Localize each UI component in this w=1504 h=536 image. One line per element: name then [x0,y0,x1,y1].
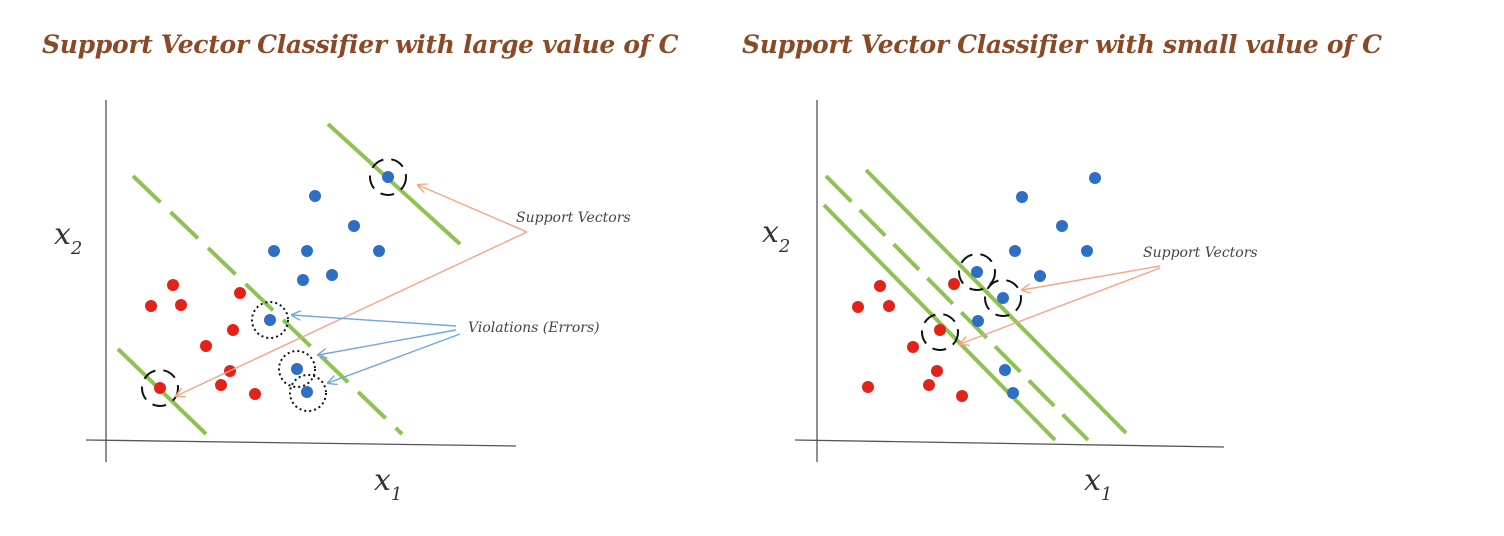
data-point [227,324,239,336]
x-axis-label-right: x1 [1084,463,1112,505]
data-point [175,299,187,311]
panel-small-c: x2 x1 [762,100,1258,505]
data-point [1009,245,1021,257]
data-point [883,300,895,312]
data-point [326,269,338,281]
data-point [291,363,303,375]
violation-arrow-3 [328,333,461,383]
support-vectors-label-right: Support Vectors [1143,245,1258,261]
support-arrow-upper-left [418,185,528,233]
negative-class-points-right [852,278,968,402]
support-vector-ring [984,279,1022,317]
data-point [1007,387,1019,399]
support-vector-ring [958,253,996,291]
upper-margin-line-right [864,168,1128,435]
panel-large-c: x2 x1 [54,100,631,505]
y-axis-label-left: x2 [54,217,82,259]
support-vector-ring [369,158,407,196]
violation-ring [251,301,289,339]
violation-arrow-1 [292,315,457,327]
title-large-c: Support Vector Classifier with large val… [42,30,679,59]
data-point [972,315,984,327]
data-point [301,386,313,398]
negative-class-points-left [145,279,261,400]
violation-arrow-2 [318,329,457,355]
x-axis-label-left: x1 [374,463,402,505]
data-point [1081,245,1093,257]
data-point [999,364,1011,376]
data-point [309,190,321,202]
data-point [907,341,919,353]
data-point [268,245,280,257]
y-axis-label-right: x2 [762,215,790,257]
data-point [1016,191,1028,203]
data-point [234,287,246,299]
x-axis-right [794,439,1225,448]
data-point [301,245,313,257]
data-point [373,245,385,257]
data-point [862,381,874,393]
data-point [215,379,227,391]
positive-class-points-left [264,171,394,398]
data-point [934,324,946,336]
data-point [145,300,157,312]
support-vector-ring [921,313,959,351]
data-point [852,301,864,313]
data-point [1056,220,1068,232]
data-point [923,379,935,391]
data-point [1089,172,1101,184]
data-point [297,274,309,286]
data-point [200,340,212,352]
data-point [971,266,983,278]
hyperplane-dashed-left [131,174,404,436]
data-point [249,388,261,400]
x-axis-left [85,439,517,447]
upper-margin-line-left [326,122,462,246]
violation-ring [278,350,316,388]
data-point [1034,270,1046,282]
support-arrow-lower-left [176,231,528,396]
title-small-c: Support Vector Classifier with small val… [742,30,1382,59]
hyperplane-dashed-right [824,174,1090,442]
violation-ring [289,374,327,412]
data-point [948,278,960,290]
data-point [167,279,179,291]
violations-label: Violations (Errors) [468,320,600,336]
positive-class-points-right [971,172,1101,399]
data-point [997,292,1009,304]
support-vectors-label-left: Support Vectors [516,210,631,226]
data-point [154,382,166,394]
support-arrow-right-2 [960,267,1161,344]
data-point [382,171,394,183]
lower-margin-line-right [822,203,1057,442]
support-arrow-right-1 [1022,265,1161,290]
data-point [956,390,968,402]
data-point [874,280,886,292]
data-point [931,365,943,377]
data-point [264,314,276,326]
data-point [348,220,360,232]
